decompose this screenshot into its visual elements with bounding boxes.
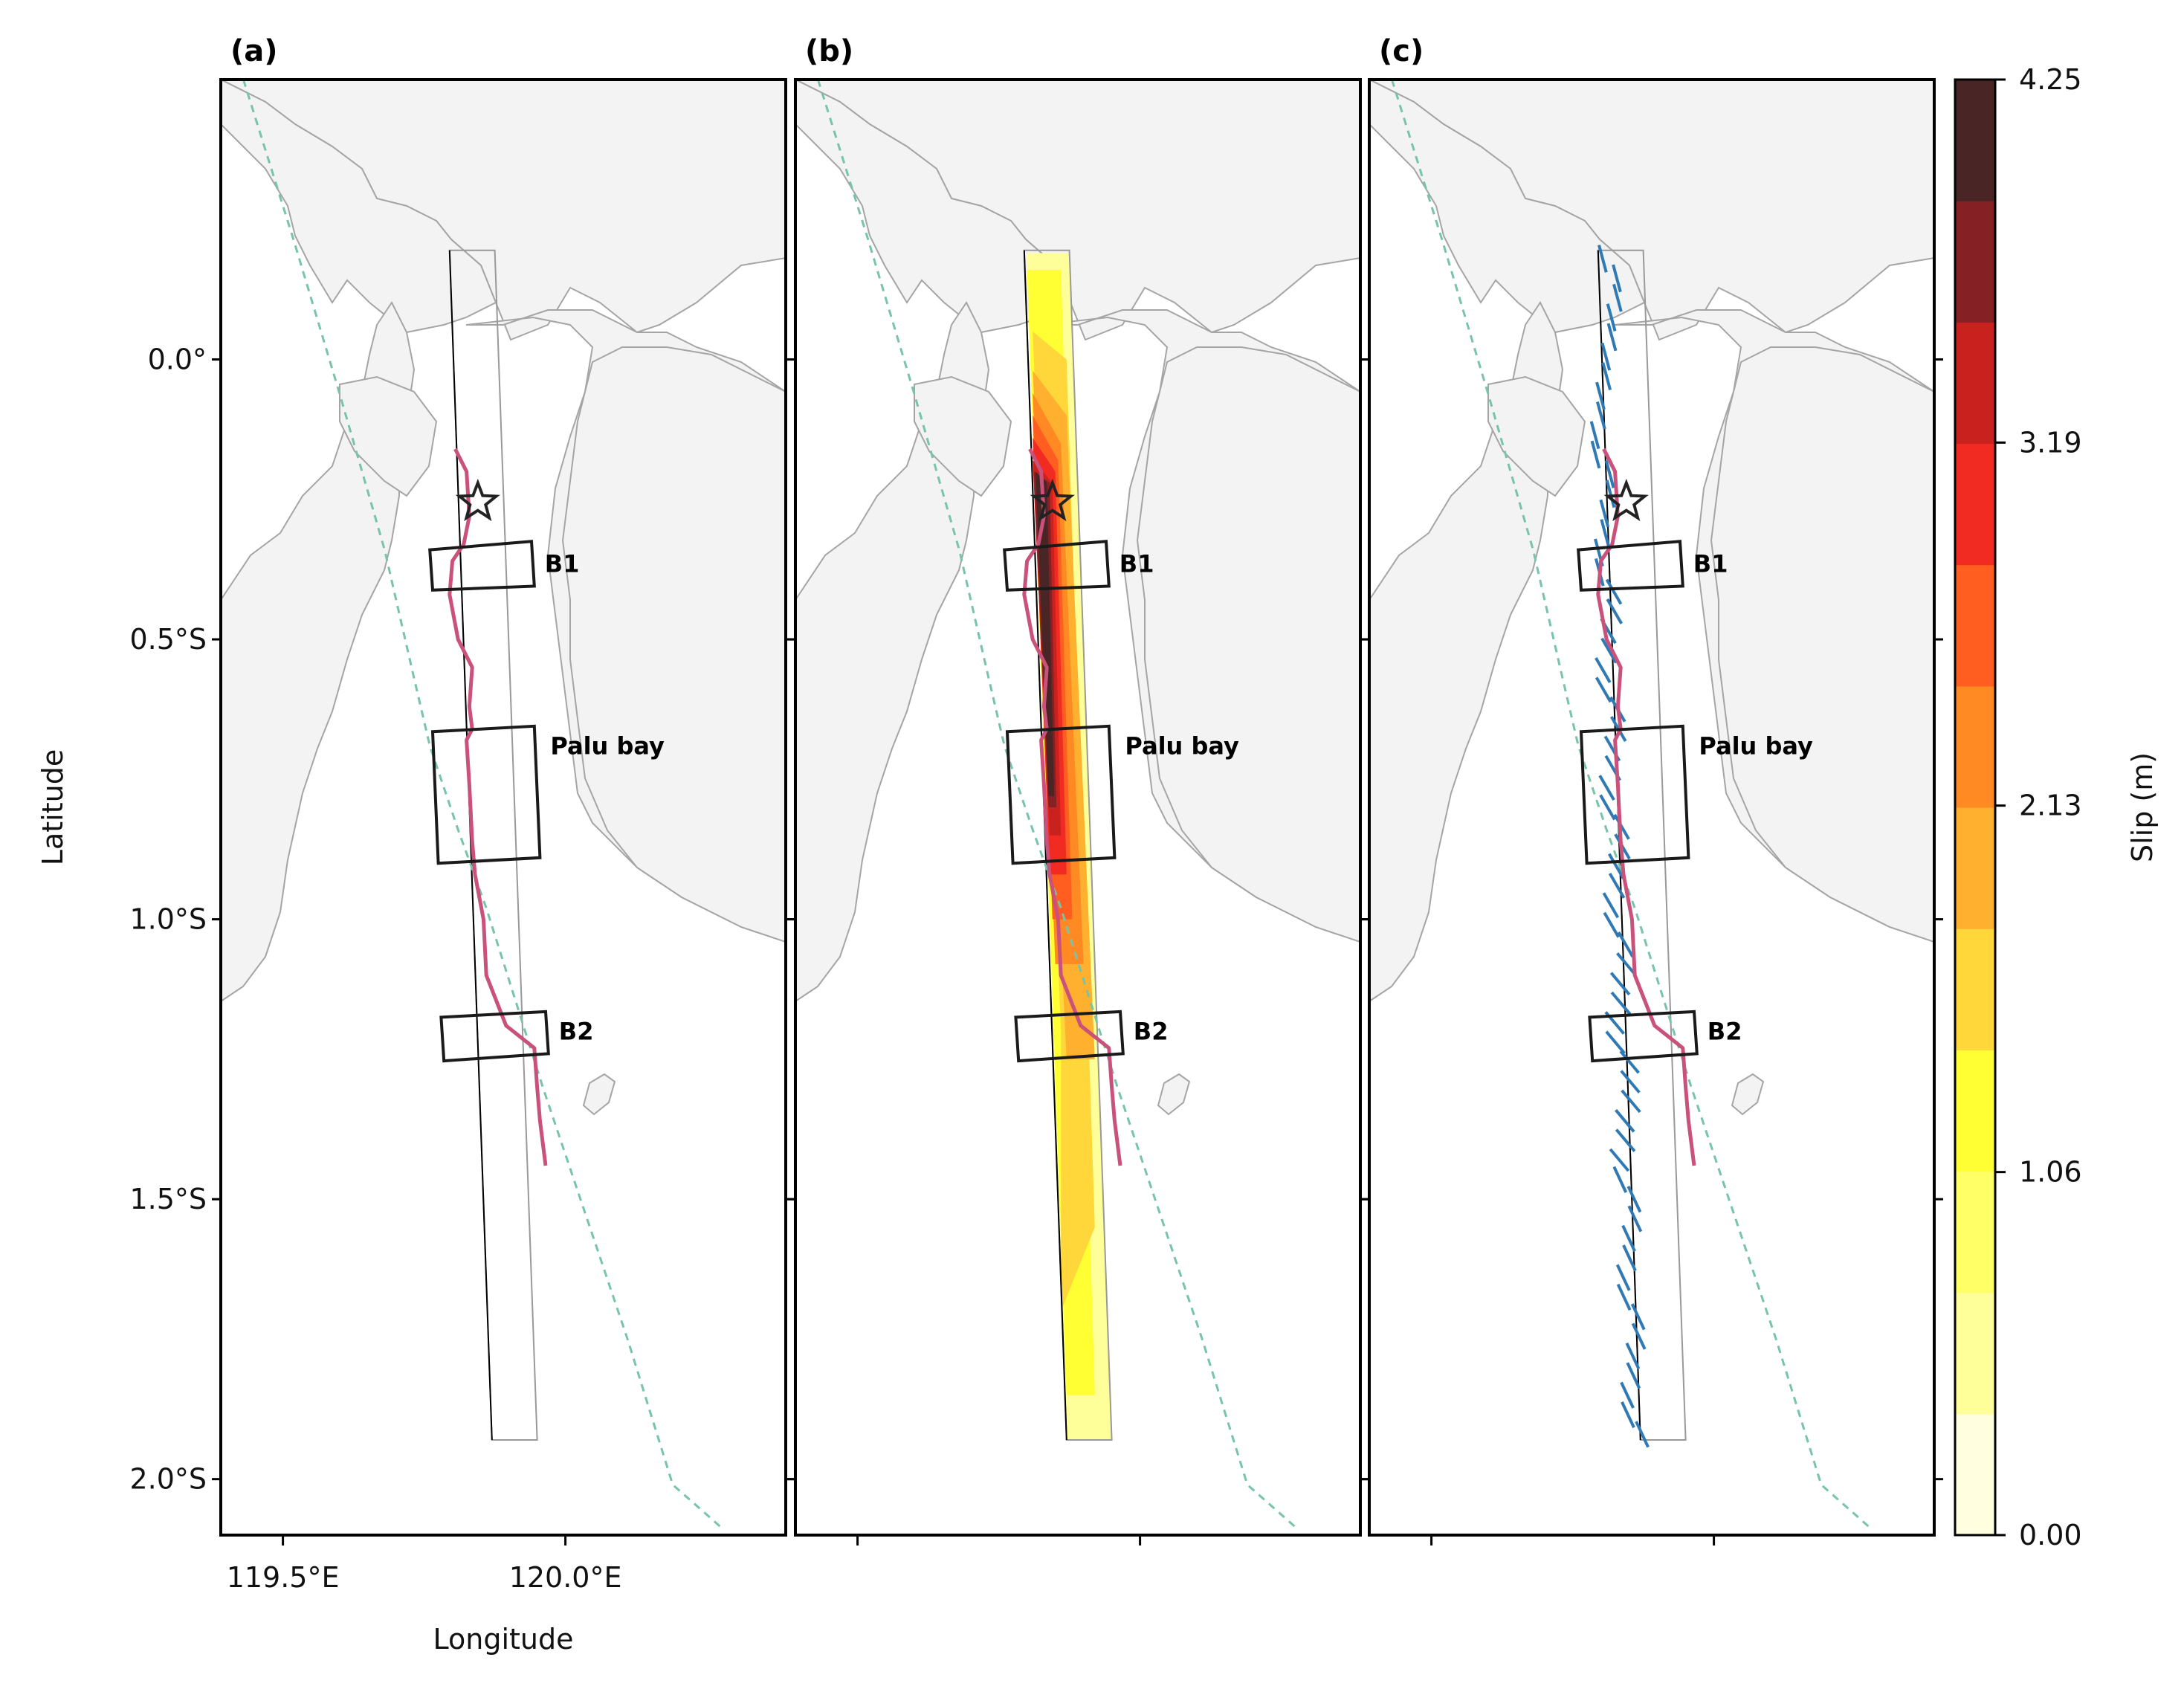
colorbar-band xyxy=(1955,80,1995,201)
x-tick-label: 119.5°E xyxy=(227,1561,340,1594)
panel-c: B1 Palu bay B2 (c) xyxy=(1369,34,1934,1535)
panel-a-label: (a) xyxy=(230,34,278,68)
y-tick-label: 0.0° xyxy=(148,343,207,376)
colorbar-bands xyxy=(1955,80,1995,1536)
colorbar-ticks: 0.00 1.06 2.13 3.19 4.25 xyxy=(1995,63,2082,1551)
x-tick-label: 120.0°E xyxy=(509,1561,622,1594)
panel-a: B1 Palu bay B2 (a) xyxy=(221,34,786,1535)
colorbar-band xyxy=(1955,1172,1995,1293)
colorbar-tick-label: 2.13 xyxy=(2019,789,2082,822)
colorbar-band xyxy=(1955,444,1995,566)
y-tick-label: 0.5°S xyxy=(129,623,207,656)
region-label: Palu bay xyxy=(1125,731,1239,760)
region-label: B2 xyxy=(1708,1017,1742,1045)
region-label: Palu bay xyxy=(1699,731,1813,760)
x-axis-title: Longitude xyxy=(433,1623,574,1656)
region-label: B2 xyxy=(1134,1017,1169,1045)
region-label: Palu bay xyxy=(550,731,665,760)
colorbar-band xyxy=(1955,201,1995,323)
region-label: B2 xyxy=(559,1017,594,1045)
panel-b-label: (b) xyxy=(805,34,853,68)
panel-c-label: (c) xyxy=(1379,34,1424,68)
y-axis-title: Latitude xyxy=(36,749,69,865)
colorbar-tick-label: 4.25 xyxy=(2019,63,2082,96)
colorbar-band xyxy=(1955,1050,1995,1172)
region-label: B1 xyxy=(1120,550,1154,578)
region-label: B1 xyxy=(545,550,580,578)
y-tick-label: 2.0°S xyxy=(129,1463,207,1496)
region-label: B1 xyxy=(1693,550,1728,578)
colorbar-band xyxy=(1955,686,1995,808)
y-tick-label: 1.5°S xyxy=(129,1183,207,1215)
colorbar-band xyxy=(1955,807,1995,929)
colorbar-tick-label: 3.19 xyxy=(2019,426,2082,459)
colorbar-band xyxy=(1955,1414,1995,1536)
colorbar-band xyxy=(1955,928,1995,1050)
colorbar-title: Slip (m) xyxy=(2126,752,2159,862)
colorbar-band xyxy=(1955,565,1995,687)
colorbar-tick-label: 1.06 xyxy=(2019,1156,2082,1189)
colorbar-band xyxy=(1955,1293,1995,1415)
y-tick-label: 1.0°S xyxy=(129,903,207,936)
colorbar: 0.00 1.06 2.13 3.19 4.25 Slip (m) xyxy=(1955,63,2159,1551)
panel-b: B1 Palu bay B2 (b) xyxy=(795,34,1360,1535)
colorbar-tick-label: 0.00 xyxy=(2019,1519,2082,1551)
colorbar-band xyxy=(1955,322,1995,444)
